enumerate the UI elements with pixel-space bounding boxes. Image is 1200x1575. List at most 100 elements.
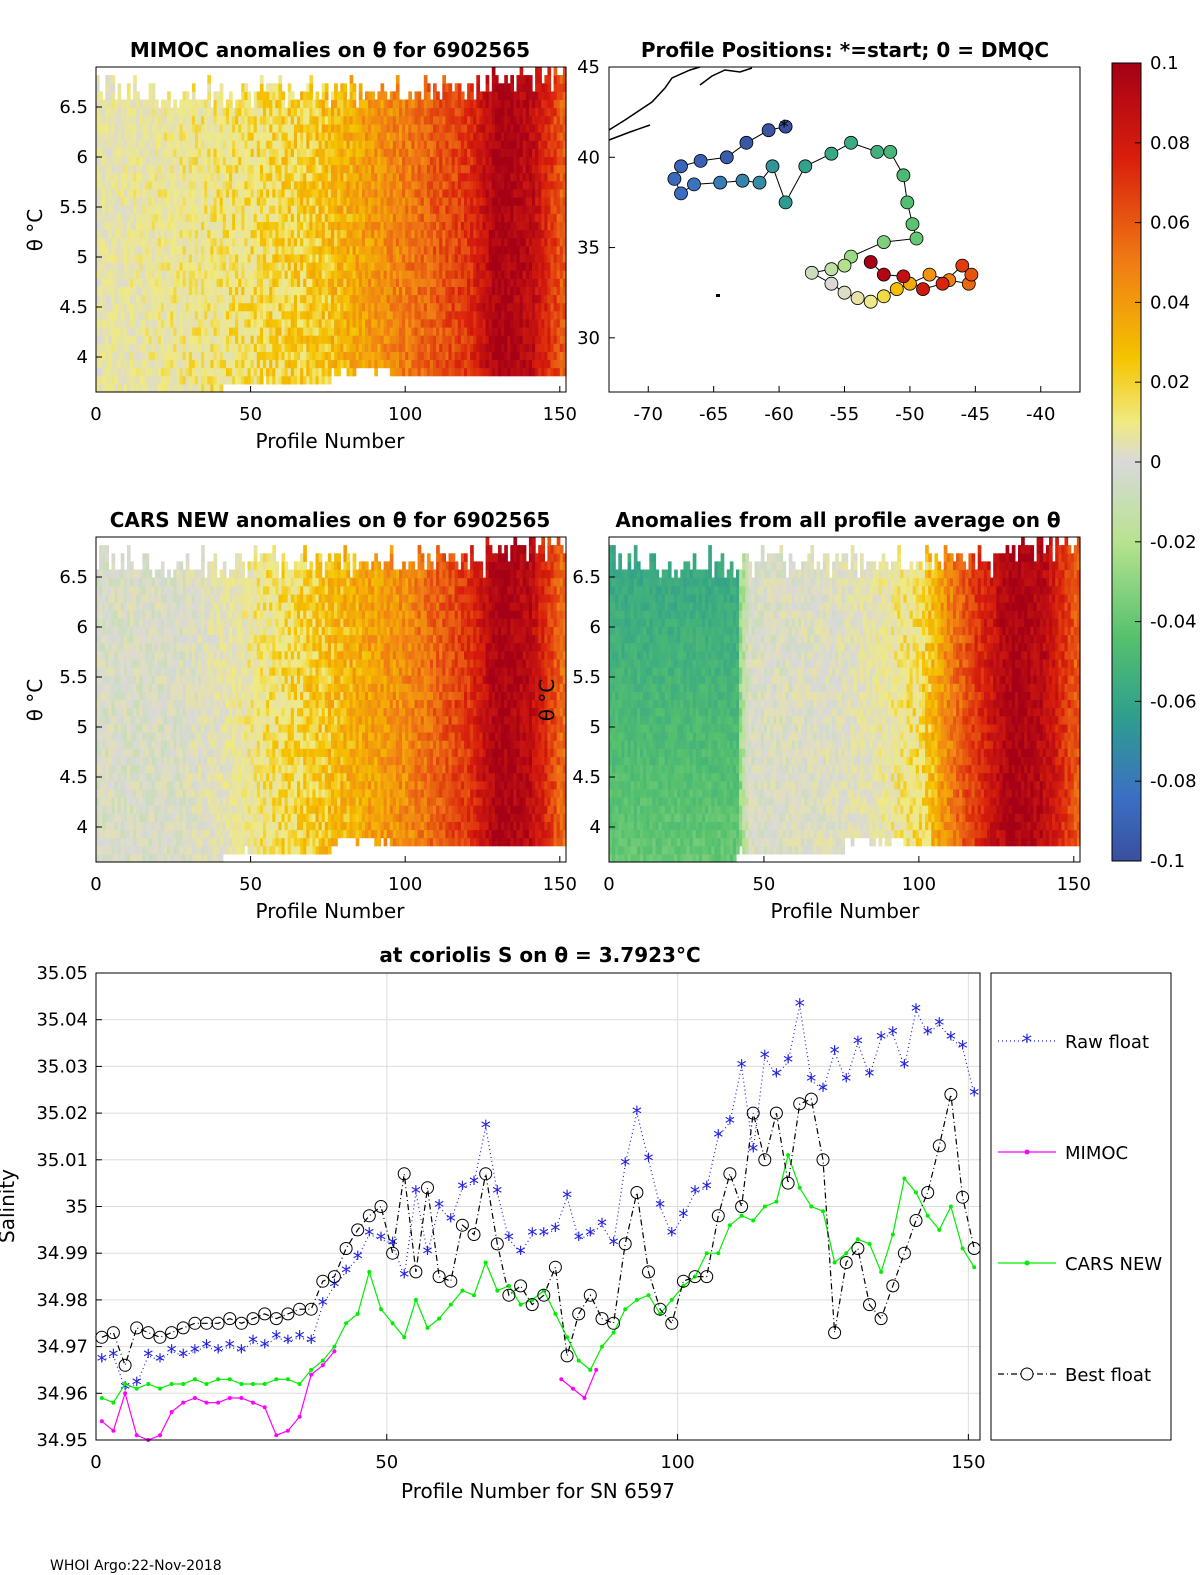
heatmap-cell — [210, 115, 215, 125]
heatmap-cell — [191, 180, 196, 190]
heatmap-cell — [216, 180, 221, 190]
heatmap-cell — [102, 180, 106, 190]
heatmap-cell — [173, 164, 177, 174]
heatmap-cell — [148, 180, 153, 190]
heatmap-cell — [176, 359, 181, 369]
heatmap-cell — [154, 359, 159, 369]
heatmap-cell — [145, 245, 150, 255]
heatmap-cell — [123, 294, 128, 304]
heatmap-cell — [238, 310, 242, 320]
heatmap-cell — [253, 327, 258, 336]
heatmap-cell — [148, 91, 153, 101]
heatmap-cell — [216, 115, 221, 125]
heatmap-cell — [198, 262, 202, 271]
heatmap-cell — [120, 351, 125, 361]
heatmap-cell — [157, 123, 162, 133]
heatmap-cell — [151, 188, 156, 198]
heatmap-cell — [148, 115, 153, 125]
heatmap-cell — [247, 213, 252, 222]
heatmap-cell — [182, 253, 187, 263]
heatmap-cell — [102, 172, 106, 182]
heatmap-cell — [275, 205, 279, 214]
heatmap-cell — [160, 286, 165, 296]
heatmap-cell — [222, 213, 227, 222]
heatmap-cell — [160, 351, 165, 361]
heatmap-cell — [244, 351, 249, 361]
heatmap-cell — [105, 123, 109, 133]
heatmap-cell — [247, 245, 252, 255]
heatmap-cell — [130, 197, 134, 206]
heatmap-cell — [198, 278, 202, 287]
heatmap-cell — [250, 123, 255, 133]
heatmap-cell — [225, 180, 230, 190]
heatmap-cell — [278, 367, 283, 377]
heatmap-cell — [102, 310, 106, 320]
heatmap-cell — [272, 270, 276, 279]
heatmap-cell — [108, 310, 113, 320]
heatmap-cell — [259, 278, 264, 287]
heatmap-cell — [232, 286, 236, 296]
heatmap-cell — [126, 310, 131, 320]
heatmap-cell — [188, 294, 193, 304]
heatmap-cell — [130, 359, 134, 369]
heatmap-cell — [241, 278, 245, 287]
heatmap-cell — [213, 302, 218, 312]
heatmap-cell — [123, 359, 128, 369]
heatmap-cell — [102, 245, 106, 255]
heatmap-cell — [219, 180, 224, 190]
heatmap-cell — [96, 270, 100, 279]
heatmap-cell — [269, 107, 273, 117]
heatmap-cell — [139, 286, 143, 296]
heatmap-cell — [244, 180, 249, 190]
heatmap-cell — [139, 205, 143, 214]
heatmap-cell — [238, 180, 242, 190]
heatmap-cell — [99, 188, 103, 198]
heatmap-cell — [173, 351, 177, 361]
heatmap-cell — [108, 286, 113, 296]
heatmap-cell — [222, 367, 227, 377]
heatmap-cell — [256, 245, 261, 255]
heatmap-cell — [133, 262, 137, 271]
heatmap-cell — [108, 351, 113, 361]
heatmap-cell — [272, 91, 276, 101]
heatmap-cell — [235, 318, 239, 328]
heatmap-cell — [269, 327, 273, 336]
heatmap-cell — [145, 310, 150, 320]
heatmap-cell — [207, 188, 211, 198]
heatmap-cell — [182, 197, 187, 206]
heatmap-cell — [167, 99, 171, 109]
heatmap-cell — [126, 123, 131, 133]
heatmap-cell — [204, 335, 208, 344]
heatmap-cell — [188, 221, 193, 231]
heatmap-cell — [164, 286, 168, 296]
heatmap-cell — [250, 172, 255, 182]
heatmap-cell — [188, 310, 193, 320]
heatmap-cell — [123, 180, 128, 190]
heatmap-cell — [247, 132, 252, 141]
heatmap-cell — [157, 140, 162, 149]
heatmap-cell — [188, 115, 193, 125]
heatmap-cell — [176, 197, 181, 206]
heatmap-cell — [123, 327, 128, 336]
heatmap-cell — [207, 310, 211, 320]
heatmap-cell — [256, 294, 261, 304]
heatmap-cell — [130, 205, 134, 214]
heatmap-cell — [269, 253, 273, 263]
heatmap-cell — [164, 262, 168, 271]
heatmap-cell — [232, 148, 236, 157]
heatmap-cell — [343, 83, 348, 92]
heatmap-cell — [142, 335, 147, 344]
heatmap-cell — [111, 318, 116, 328]
heatmap-cell — [188, 132, 193, 141]
heatmap-cell — [266, 148, 270, 157]
heatmap-cell — [219, 91, 224, 101]
heatmap-cell — [229, 229, 233, 239]
heatmap-cell — [120, 270, 125, 279]
heatmap-cell — [142, 205, 147, 214]
heatmap-cell — [253, 245, 258, 255]
heatmap-cell — [151, 229, 156, 239]
heatmap-cell — [207, 205, 211, 214]
heatmap-cell — [204, 164, 208, 174]
heatmap-cell — [222, 164, 227, 174]
heatmap-cell — [216, 383, 221, 393]
